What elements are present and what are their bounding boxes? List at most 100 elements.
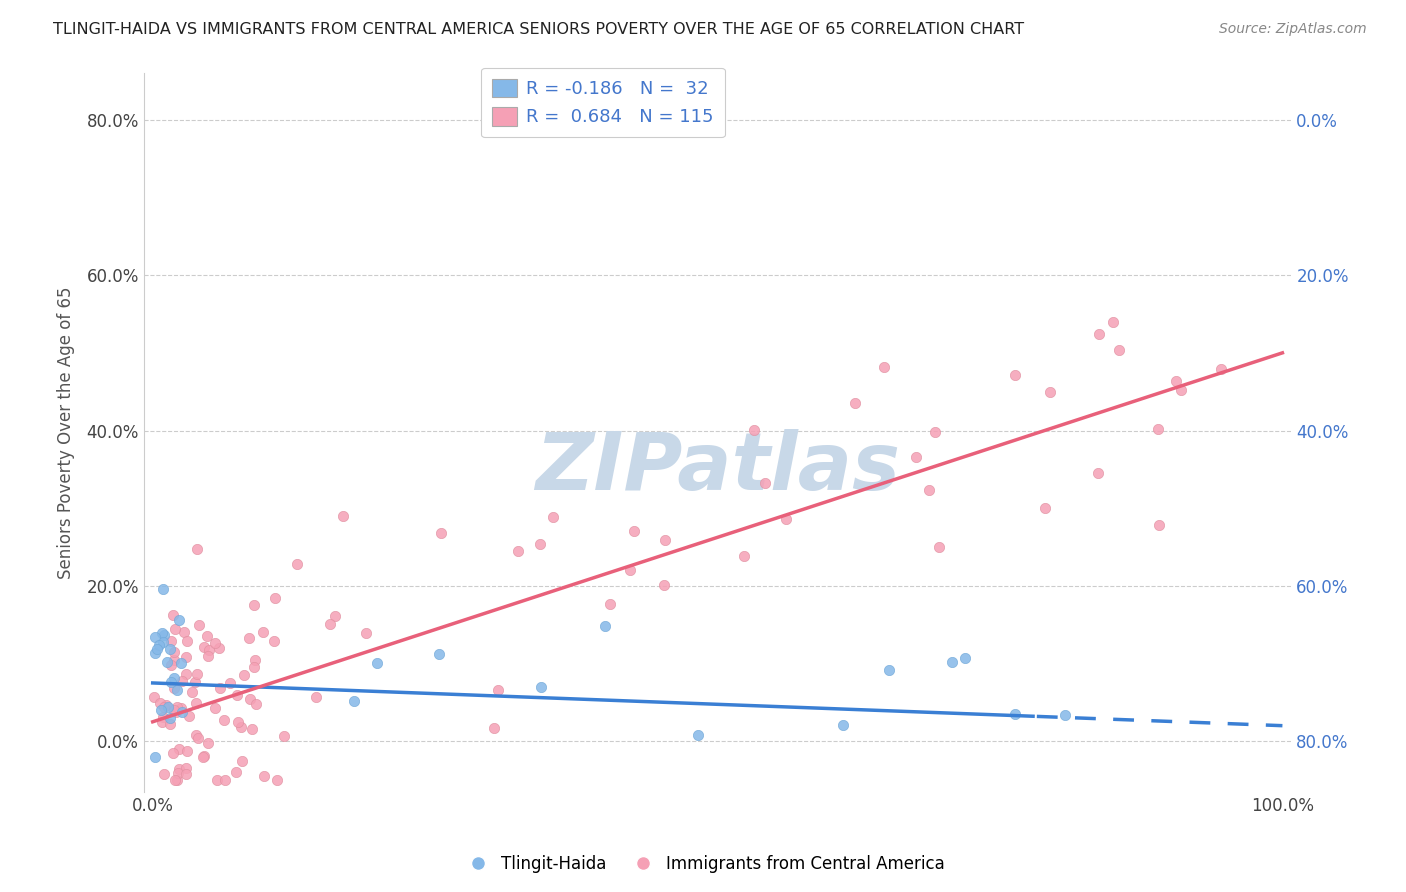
Point — [184, 675, 207, 690]
Point — [506, 544, 529, 558]
Point — [1170, 384, 1192, 398]
Point — [143, 646, 166, 660]
Point — [152, 635, 174, 649]
Point — [225, 688, 247, 702]
Point — [163, 681, 186, 695]
Point — [873, 359, 896, 374]
Point — [323, 608, 346, 623]
Point — [167, 613, 190, 627]
Point — [905, 450, 928, 464]
Point — [208, 640, 231, 655]
Point — [209, 681, 232, 696]
Point — [245, 697, 267, 711]
Point — [354, 626, 377, 640]
Point — [150, 703, 173, 717]
Point — [166, 683, 188, 698]
Point — [593, 619, 616, 633]
Legend: Tlingit-Haida, Immigrants from Central America: Tlingit-Haida, Immigrants from Central A… — [454, 848, 952, 880]
Point — [193, 640, 215, 655]
Text: TLINGIT-HAIDA VS IMMIGRANTS FROM CENTRAL AMERICA SENIORS POVERTY OVER THE AGE OF: TLINGIT-HAIDA VS IMMIGRANTS FROM CENTRAL… — [53, 22, 1025, 37]
Point — [167, 762, 190, 776]
Point — [319, 616, 342, 631]
Point — [1004, 706, 1026, 721]
Point — [232, 668, 254, 682]
Point — [1146, 422, 1168, 436]
Point — [197, 648, 219, 663]
Point — [153, 767, 176, 781]
Point — [285, 557, 308, 571]
Point — [427, 648, 450, 662]
Point — [1108, 343, 1130, 357]
Point — [844, 396, 866, 410]
Point — [152, 626, 174, 640]
Point — [191, 749, 214, 764]
Point — [1209, 362, 1232, 376]
Point — [252, 624, 274, 639]
Point — [541, 509, 564, 524]
Point — [928, 541, 950, 555]
Point — [174, 761, 197, 775]
Point — [1004, 368, 1026, 382]
Point — [238, 631, 260, 645]
Point — [163, 772, 186, 787]
Point — [163, 671, 186, 685]
Point — [239, 692, 262, 706]
Point — [156, 700, 179, 714]
Point — [530, 680, 553, 694]
Point — [243, 598, 266, 612]
Point — [177, 709, 200, 723]
Point — [174, 667, 197, 681]
Point — [733, 549, 755, 563]
Point — [242, 660, 264, 674]
Point — [266, 772, 288, 787]
Point — [212, 713, 235, 727]
Point — [484, 721, 506, 735]
Point — [170, 656, 193, 670]
Point — [229, 720, 252, 734]
Point — [1164, 374, 1187, 388]
Point — [156, 655, 179, 669]
Point — [918, 483, 941, 497]
Point — [143, 690, 166, 704]
Legend: R = -0.186   N =  32, R =  0.684   N = 115: R = -0.186 N = 32, R = 0.684 N = 115 — [481, 68, 724, 137]
Point — [228, 714, 250, 729]
Point — [166, 700, 188, 714]
Point — [174, 650, 197, 665]
Point — [273, 729, 295, 743]
Point — [218, 675, 240, 690]
Point — [167, 766, 190, 780]
Point — [941, 655, 963, 669]
Point — [167, 742, 190, 756]
Point — [145, 749, 167, 764]
Point — [174, 766, 197, 780]
Point — [143, 630, 166, 644]
Point — [366, 656, 388, 670]
Point — [187, 731, 209, 745]
Point — [146, 641, 169, 656]
Point — [529, 537, 551, 551]
Point — [180, 685, 202, 699]
Point — [775, 512, 797, 526]
Point — [619, 563, 641, 577]
Point — [159, 642, 181, 657]
Point — [148, 638, 170, 652]
Point — [486, 682, 509, 697]
Point — [263, 591, 285, 606]
Point — [832, 718, 855, 732]
Point — [207, 772, 229, 787]
Point — [623, 524, 645, 538]
Point — [162, 746, 184, 760]
Point — [305, 690, 328, 705]
Point — [652, 578, 675, 592]
Point — [159, 633, 181, 648]
Point — [184, 696, 207, 710]
Point — [170, 674, 193, 689]
Point — [149, 696, 172, 710]
Point — [166, 772, 188, 787]
Point — [193, 748, 215, 763]
Y-axis label: Seniors Poverty Over the Age of 65: Seniors Poverty Over the Age of 65 — [58, 286, 75, 579]
Point — [155, 698, 177, 712]
Point — [186, 541, 208, 556]
Point — [150, 714, 173, 729]
Point — [343, 694, 366, 708]
